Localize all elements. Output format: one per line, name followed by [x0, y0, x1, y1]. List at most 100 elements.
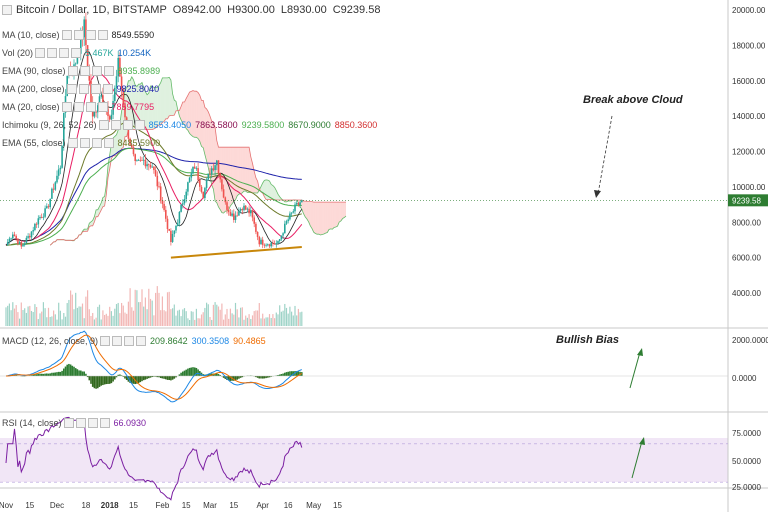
- volume-bar: [73, 309, 75, 326]
- volume-bar: [204, 307, 206, 326]
- volume-bar: [75, 292, 77, 326]
- eye-icon[interactable]: [98, 120, 109, 130]
- rsi-tick-label: 75.0000: [732, 429, 761, 438]
- candle-body: [144, 159, 147, 167]
- volume-bar: [139, 302, 141, 326]
- macd-settings-icon[interactable]: [112, 336, 123, 346]
- macd-hist-bar: [105, 376, 108, 385]
- macd-hist-bar: [151, 376, 153, 378]
- candle-body: [20, 241, 23, 247]
- volume-bar: [166, 292, 169, 326]
- macd-hist-bar: [163, 376, 165, 379]
- volume-bar: [199, 318, 201, 326]
- cloud-segment: [201, 100, 204, 148]
- close-icon[interactable]: [122, 120, 133, 130]
- settings-icon[interactable]: [110, 120, 121, 130]
- time-tick-label: Apr: [256, 501, 269, 510]
- eye-icon[interactable]: [61, 102, 72, 112]
- volume-bar: [5, 307, 7, 326]
- macd-hist-bar: [278, 374, 281, 376]
- candle-body: [229, 212, 232, 216]
- close-icon[interactable]: [91, 66, 102, 76]
- volume-bar: [41, 311, 43, 326]
- cloud-segment: [92, 216, 95, 226]
- settings-icon[interactable]: [79, 138, 90, 148]
- eye-icon[interactable]: [61, 30, 72, 40]
- volume-bar: [53, 310, 55, 326]
- macd-hist-bar: [49, 373, 51, 376]
- indicator-value: 8850.3600: [334, 120, 378, 130]
- macd-hist-bar: [256, 376, 259, 378]
- ichimoku-cloud: [50, 76, 346, 246]
- cloud-segment: [303, 201, 306, 217]
- candle-body: [273, 243, 276, 245]
- close-icon[interactable]: [91, 138, 102, 148]
- macd-hist-bar: [173, 376, 176, 379]
- volume-bar: [112, 315, 114, 326]
- more-icon[interactable]: [97, 102, 108, 112]
- volume-bar: [64, 316, 67, 326]
- rsi-settings-icon[interactable]: [75, 418, 86, 428]
- rsi-close-icon[interactable]: [87, 418, 98, 428]
- more-icon[interactable]: [103, 66, 114, 76]
- legend-row: EMA (90, close) 8935.8989: [2, 64, 160, 78]
- cloud-segment: [272, 185, 275, 200]
- candle-body: [146, 164, 148, 167]
- candle-body: [107, 108, 109, 117]
- rsi-more-icon[interactable]: [99, 418, 110, 428]
- macd-hist-bar: [35, 374, 38, 376]
- close-icon[interactable]: [85, 102, 96, 112]
- volume-bar: [15, 305, 17, 326]
- candle-body: [132, 147, 135, 155]
- eye-icon[interactable]: [67, 138, 78, 148]
- settings-icon[interactable]: [78, 84, 89, 94]
- cloud-segment: [143, 87, 146, 130]
- rsi-line: [5, 416, 303, 501]
- macd-close-icon[interactable]: [124, 336, 135, 346]
- close-icon[interactable]: [59, 48, 70, 58]
- settings-icon[interactable]: [79, 66, 90, 76]
- volume-bar: [70, 290, 72, 326]
- cloud-segment: [153, 87, 156, 129]
- candle-body: [171, 234, 174, 242]
- indicator-value: 7863.5800: [195, 120, 238, 130]
- candle-body: [110, 114, 113, 120]
- macd-more-icon[interactable]: [136, 336, 147, 346]
- volume-bar: [63, 312, 65, 326]
- cloud-segment: [196, 91, 199, 139]
- more-icon[interactable]: [71, 48, 82, 58]
- candle-body: [263, 244, 266, 246]
- volume-bar: [246, 317, 248, 326]
- candle-body: [216, 160, 218, 166]
- more-icon[interactable]: [102, 84, 113, 94]
- volume-bar: [163, 310, 165, 326]
- macd-hist-bar: [265, 376, 267, 379]
- candle-body: [251, 210, 254, 218]
- cloud-segment: [313, 202, 316, 234]
- volume-bar: [102, 310, 104, 326]
- eye-icon[interactable]: [66, 84, 77, 94]
- volume-bar: [122, 305, 124, 326]
- eye-icon[interactable]: [35, 48, 46, 58]
- candle-body: [294, 204, 296, 212]
- more-icon[interactable]: [134, 120, 145, 130]
- cloud-segment: [84, 229, 86, 232]
- settings-icon[interactable]: [47, 48, 58, 58]
- more-icon[interactable]: [97, 30, 108, 40]
- volume-bar: [172, 308, 174, 326]
- eye-icon[interactable]: [67, 66, 78, 76]
- close-icon[interactable]: [85, 30, 96, 40]
- settings-icon[interactable]: [73, 30, 84, 40]
- settings-icon[interactable]: [73, 102, 84, 112]
- macd-eye-icon[interactable]: [100, 336, 111, 346]
- more-icon[interactable]: [103, 138, 114, 148]
- volume-bar: [285, 307, 288, 326]
- collapse-toggle[interactable]: [2, 5, 12, 15]
- candle-body: [287, 219, 289, 222]
- close-icon[interactable]: [90, 84, 101, 94]
- rsi-eye-icon[interactable]: [63, 418, 74, 428]
- macd-hist-bar: [115, 376, 118, 378]
- volume-bar: [47, 307, 50, 326]
